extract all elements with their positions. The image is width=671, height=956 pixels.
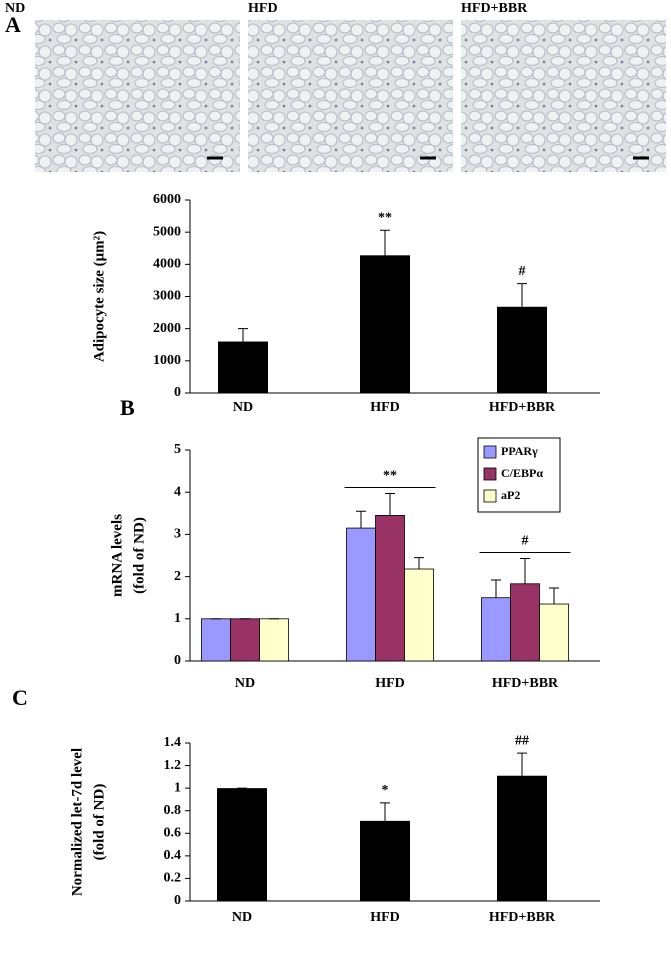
x-tick-label: ND <box>235 676 255 691</box>
y-axis-label: (fold of ND) <box>91 784 107 861</box>
significance: ** <box>383 469 397 484</box>
bar <box>218 341 268 393</box>
legend-swatch <box>483 467 497 481</box>
y-tick-label: 1 <box>174 780 181 795</box>
legend-swatch <box>483 445 497 459</box>
significance: # <box>519 264 526 279</box>
legend-label: aP2 <box>501 488 520 502</box>
bar <box>360 820 410 901</box>
bar <box>481 597 511 662</box>
x-tick-label: HFD+BBR <box>492 676 559 691</box>
bar <box>217 788 267 901</box>
error-bar <box>517 752 527 776</box>
x-tick-label: HFD+BBR <box>489 910 556 925</box>
error-bar <box>414 557 424 570</box>
y-axis-label: (fold of ND) <box>131 517 147 594</box>
error-bar <box>380 229 390 256</box>
bar <box>201 618 231 662</box>
y-tick-label: 1 <box>174 611 181 626</box>
y-tick-label: 0 <box>174 653 181 668</box>
panel-label: B <box>120 395 135 420</box>
legend-swatch <box>483 489 497 503</box>
y-axis-label: mRNA levels <box>109 514 125 597</box>
y-tick-label: 0.2 <box>164 871 182 886</box>
y-tick-label: 1000 <box>153 353 181 368</box>
bar <box>360 255 410 393</box>
bar <box>510 583 540 662</box>
y-tick-label: 3 <box>174 527 181 542</box>
micrograph <box>248 20 453 172</box>
bar <box>404 568 434 662</box>
error-bar <box>520 557 530 584</box>
bar <box>539 603 569 662</box>
panel-label: C <box>12 685 28 710</box>
y-tick-label: 4000 <box>153 257 181 272</box>
bar <box>375 515 405 662</box>
y-tick-label: 4 <box>174 484 181 499</box>
micrograph-label: HFD+BBR <box>461 1 528 16</box>
micrograph-label: HFD <box>248 1 278 16</box>
significance: ** <box>378 210 392 225</box>
micrograph-label: ND <box>5 1 25 16</box>
y-tick-label: 1.4 <box>164 735 182 750</box>
error-bar <box>380 802 390 821</box>
significance: * <box>382 783 389 798</box>
y-tick-label: 6000 <box>153 192 181 207</box>
y-tick-label: 0.8 <box>164 803 182 818</box>
x-tick-label: HFD <box>370 910 400 925</box>
panel-label: A <box>5 12 21 37</box>
bar <box>497 775 547 901</box>
micrograph <box>35 20 240 172</box>
y-tick-label: 5 <box>174 442 181 457</box>
legend-label: C/EBPα <box>501 466 543 480</box>
error-bar <box>238 328 248 342</box>
y-tick-label: 5000 <box>153 224 181 239</box>
y-tick-label: 3000 <box>153 289 181 304</box>
y-tick-label: 1.2 <box>164 758 182 773</box>
x-tick-label: ND <box>232 910 252 925</box>
error-bar <box>385 492 395 516</box>
error-bar <box>491 579 501 598</box>
error-bar <box>517 283 527 307</box>
y-tick-label: 0.6 <box>164 826 182 841</box>
significance: # <box>522 534 529 549</box>
x-tick-label: ND <box>233 400 253 415</box>
micrograph <box>461 20 666 172</box>
error-bar <box>549 587 559 605</box>
y-axis-label: Normalized let-7d level <box>69 748 85 896</box>
y-tick-label: 2 <box>174 569 181 584</box>
y-axis-label: Adipocyte size (μm²) <box>91 231 107 362</box>
y-tick-label: 0.4 <box>164 848 182 863</box>
bar <box>497 306 547 393</box>
error-bar <box>356 510 366 529</box>
x-tick-label: HFD <box>370 400 400 415</box>
x-tick-label: HFD+BBR <box>489 400 556 415</box>
x-tick-label: HFD <box>375 676 405 691</box>
y-tick-label: 0 <box>174 893 181 908</box>
bar <box>259 618 289 662</box>
significance: ## <box>515 733 529 748</box>
y-tick-label: 0 <box>174 385 181 400</box>
legend-label: PPARγ <box>501 444 538 458</box>
bar <box>230 618 260 662</box>
bar <box>346 527 376 662</box>
y-tick-label: 2000 <box>153 321 181 336</box>
